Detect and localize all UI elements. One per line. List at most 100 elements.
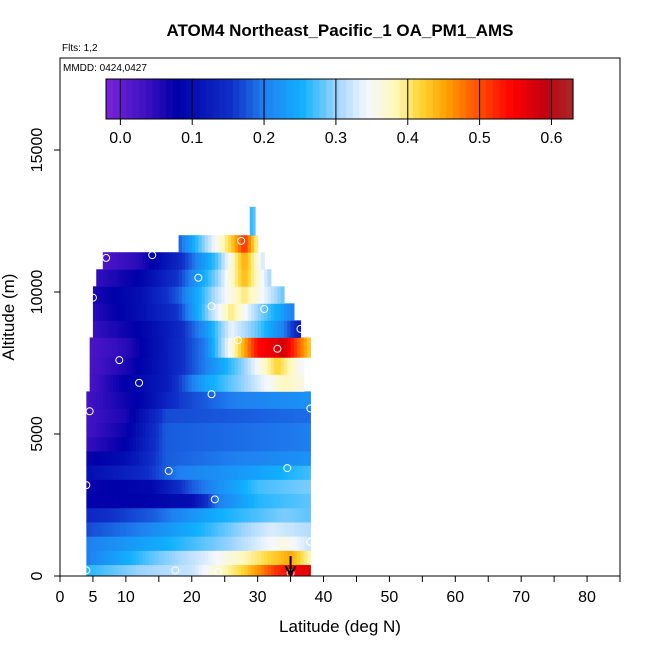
heat-cell xyxy=(208,408,213,424)
heat-cell xyxy=(92,408,97,424)
heat-cell xyxy=(122,479,127,495)
heat-cell xyxy=(198,286,203,304)
heat-cell xyxy=(224,391,229,409)
heat-cell xyxy=(102,286,107,304)
heat-cell xyxy=(145,493,150,509)
heat-cell xyxy=(274,536,279,551)
heat-cell xyxy=(264,337,269,358)
heat-cell xyxy=(155,408,160,424)
heat-cell xyxy=(211,337,216,358)
heat-cell xyxy=(257,337,262,358)
heat-cell xyxy=(293,493,298,509)
heat-cell xyxy=(277,564,282,577)
heat-cell xyxy=(102,451,107,466)
heat-cell xyxy=(228,465,232,480)
colorbar-segment xyxy=(199,79,207,119)
heat-cell xyxy=(92,465,97,480)
heat-cell xyxy=(247,337,252,358)
heat-cell xyxy=(244,357,249,375)
heat-cell xyxy=(257,536,262,551)
heat-cell xyxy=(99,337,104,358)
heat-cell xyxy=(204,252,209,270)
heat-cell xyxy=(92,374,97,392)
heat-cell xyxy=(208,252,213,270)
x-tick-label: 5 xyxy=(88,589,97,606)
colorbar-segment xyxy=(399,79,407,119)
heat-cell xyxy=(237,408,242,424)
heat-cell xyxy=(178,479,183,495)
heat-cell xyxy=(119,252,124,270)
heat-cell xyxy=(122,408,127,424)
heat-cell xyxy=(116,550,120,566)
heat-cell xyxy=(251,436,255,452)
heat-cell xyxy=(86,507,91,523)
heat-cell xyxy=(284,391,288,409)
heat-cell xyxy=(155,269,160,287)
heat-cell xyxy=(208,286,213,304)
heat-cell xyxy=(204,374,209,392)
heat-cell xyxy=(178,252,183,270)
heat-cell xyxy=(224,235,229,253)
heat-cell xyxy=(125,493,130,509)
heat-cell xyxy=(221,436,226,452)
heat-cell xyxy=(195,408,199,424)
heat-cell xyxy=(109,522,114,537)
heat-cell xyxy=(234,422,239,438)
heat-cell xyxy=(267,479,272,495)
heat-cell xyxy=(89,550,94,566)
heat-cell xyxy=(284,422,288,438)
heat-cell xyxy=(300,479,305,495)
heat-row xyxy=(92,320,302,338)
heat-cell xyxy=(198,451,203,466)
heat-cell xyxy=(172,408,176,424)
flight-point xyxy=(85,407,94,416)
colorbar-segment xyxy=(252,79,261,119)
heat-cell xyxy=(139,451,143,466)
heat-cell xyxy=(287,422,292,438)
heat-cell xyxy=(284,451,288,466)
heat-cell xyxy=(287,479,292,495)
heat-cell xyxy=(247,269,252,287)
heat-cell xyxy=(277,479,282,495)
heat-cell xyxy=(109,507,114,523)
heat-cell xyxy=(303,422,308,438)
heat-cell xyxy=(267,564,272,577)
heat-cell xyxy=(297,436,302,452)
colorbar-segment xyxy=(212,79,221,119)
flight-point xyxy=(283,464,292,473)
heat-cell xyxy=(290,357,295,375)
heat-cell xyxy=(211,479,216,495)
heat-cell xyxy=(185,337,190,358)
colorbar-segment xyxy=(346,79,354,119)
heat-cell xyxy=(251,550,255,566)
heat-cell xyxy=(244,564,249,577)
heat-cell xyxy=(231,536,236,551)
heat-cell xyxy=(201,286,206,304)
heat-cell xyxy=(162,391,167,409)
heat-cell xyxy=(99,536,104,551)
heat-cell xyxy=(86,564,91,577)
heat-cell xyxy=(139,564,143,577)
heat-cell xyxy=(191,408,196,424)
heat-cell xyxy=(244,269,249,287)
heat-cell xyxy=(145,479,150,495)
heat-cell xyxy=(307,479,311,495)
colorbar-segment xyxy=(366,79,374,119)
heat-cell xyxy=(244,479,249,495)
heat-cell xyxy=(178,235,183,253)
heat-cell xyxy=(277,436,282,452)
heat-cell xyxy=(280,522,285,537)
heat-cell xyxy=(155,536,160,551)
heat-cell xyxy=(270,479,275,495)
heat-cell xyxy=(116,320,120,338)
heat-cell xyxy=(247,422,252,438)
heat-cell xyxy=(254,269,259,287)
colorbar-segment xyxy=(206,79,214,119)
heat-cell xyxy=(274,422,279,438)
x-tick-label: 60 xyxy=(446,589,464,606)
heat-cell xyxy=(244,422,249,438)
colorbar-segment xyxy=(472,79,481,119)
heat-cell xyxy=(251,493,255,509)
heat-cell xyxy=(178,408,183,424)
heat-cell xyxy=(92,550,97,566)
